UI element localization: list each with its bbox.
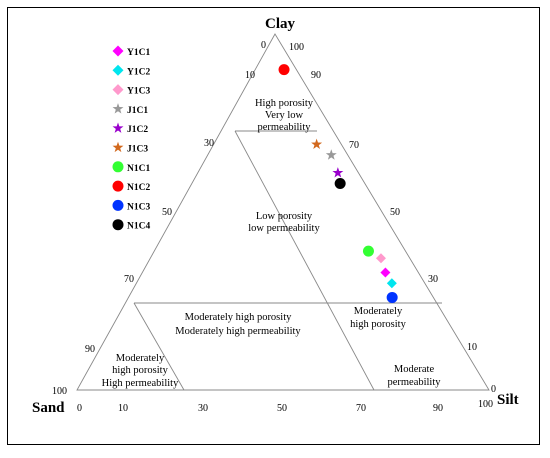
legend-label: Y1C1 [127, 48, 150, 58]
region-label-line: high porosity [112, 365, 168, 376]
legend-label: J1C1 [127, 106, 148, 116]
legend-label: J1C2 [127, 125, 148, 135]
region-label-line: Moderately high permeability [175, 326, 301, 337]
right-tick-label: 0 [491, 384, 496, 395]
legend-item: N1C1 [112, 161, 150, 174]
legend-item: Y1C2 [112, 64, 150, 77]
region-low-porosity-low-permeability: Low porosity low permeability [248, 211, 320, 234]
legend-item: J1C1 [112, 103, 148, 116]
data-point-y1c3 [375, 253, 386, 264]
left-tick-label: 0 [261, 40, 266, 51]
data-point-n1c3 [386, 291, 398, 303]
left-tick-label: 100 [52, 386, 67, 397]
bottom-tick-label: 90 [433, 403, 443, 414]
legend-marker-diamond-icon [112, 64, 124, 76]
region-label-line: high porosity [350, 319, 406, 330]
boundary-line-sand-split [133, 302, 185, 391]
region-label-line: Moderate [394, 364, 435, 375]
data-point-n1c1 [362, 245, 374, 257]
legend-marker-circle-icon [112, 180, 124, 192]
left-tick-label: 30 [204, 138, 214, 149]
region-moderately-high-porosity-moderately-high-permeability: Moderately high porosity Moderately high… [175, 312, 301, 337]
right-tick-label: 100 [289, 42, 304, 53]
boundary-line-silt-split [234, 130, 375, 391]
legend-marker-star-icon [112, 122, 124, 133]
legend-label: J1C3 [127, 145, 148, 155]
legend-label: N1C1 [127, 164, 150, 174]
legend-marker-star-icon [112, 103, 124, 114]
region-label-line: Moderately [354, 306, 403, 317]
legend-label: Y1C3 [127, 87, 150, 97]
legend-marker-diamond-icon [112, 45, 124, 57]
data-point-j1c2 [332, 167, 344, 178]
legend: Y1C1 Y1C2 Y1C3 J1C1 J1C2 J1C3 N1C1 N1C2 N1C3 N1C4 [112, 45, 150, 232]
data-point-n1c2 [278, 64, 290, 76]
region-label-line: Very low [265, 110, 304, 121]
ternary-outline [76, 33, 490, 391]
region-label-line: permeability [387, 377, 441, 388]
legend-item: Y1C1 [112, 45, 150, 58]
region-moderately-high-porosity-silt: Moderately high porosity [350, 306, 406, 330]
bottom-tick-label: 30 [198, 403, 208, 414]
data-point-n1c4 [334, 178, 346, 190]
right-tick-label: 50 [390, 207, 400, 218]
bottom-tick-label: 50 [277, 403, 287, 414]
legend-marker-circle-icon [112, 199, 124, 211]
legend-marker-star-icon [112, 141, 124, 153]
left-tick-label: 10 [245, 70, 255, 81]
legend-label: N1C4 [127, 222, 150, 232]
bottom-tick-label: 0 [77, 403, 82, 414]
region-moderate-permeability: Moderate permeability [387, 364, 441, 388]
legend-item: N1C3 [112, 199, 150, 212]
region-label-line: High permeability [102, 378, 179, 389]
legend-label: N1C2 [127, 183, 150, 193]
bottom-tick-label: 70 [356, 403, 366, 414]
legend-marker-diamond-icon [112, 84, 124, 96]
region-label-line: low permeability [248, 223, 320, 234]
legend-label: Y1C2 [127, 67, 150, 77]
legend-item: N1C2 [112, 180, 150, 193]
legend-marker-circle-icon [112, 219, 124, 231]
legend-item: N1C4 [112, 219, 150, 232]
sample-points [278, 64, 398, 303]
region-label-line: Moderately [116, 353, 165, 364]
right-tick-label: 30 [428, 274, 438, 285]
region-label-line: permeability [257, 122, 311, 133]
diagram-frame [7, 7, 540, 445]
legend-label: N1C3 [127, 202, 150, 212]
left-tick-label: 90 [85, 344, 95, 355]
region-label-line: High porosity [255, 98, 314, 109]
legend-item: Y1C3 [112, 84, 150, 97]
bottom-tick-label: 100 [478, 399, 493, 410]
vertex-label-left: Sand [32, 400, 65, 416]
region-high-porosity-very-low-permeability: High porosity Very low permeability [255, 98, 314, 133]
data-point-j1c3 [311, 138, 323, 150]
data-point-y1c2 [386, 278, 397, 289]
right-tick-label: 10 [467, 342, 477, 353]
legend-marker-circle-icon [112, 161, 124, 173]
data-point-y1c1 [380, 267, 391, 278]
region-moderately-high-porosity-high-permeability: Moderately high porosity High permeabili… [102, 353, 179, 389]
vertex-label-top: Clay [265, 16, 296, 32]
left-tick-label: 70 [124, 274, 134, 285]
left-tick-label: 50 [162, 207, 172, 218]
region-label-line: Moderately high porosity [185, 312, 292, 323]
data-point-j1c1 [325, 149, 337, 160]
bottom-tick-label: 10 [118, 403, 128, 414]
region-label-line: Low porosity [256, 211, 313, 222]
legend-item: J1C2 [112, 122, 148, 135]
vertex-label-right: Silt [497, 392, 519, 408]
right-tick-label: 70 [349, 140, 359, 151]
right-tick-label: 90 [311, 70, 321, 81]
legend-item: J1C3 [112, 141, 148, 155]
